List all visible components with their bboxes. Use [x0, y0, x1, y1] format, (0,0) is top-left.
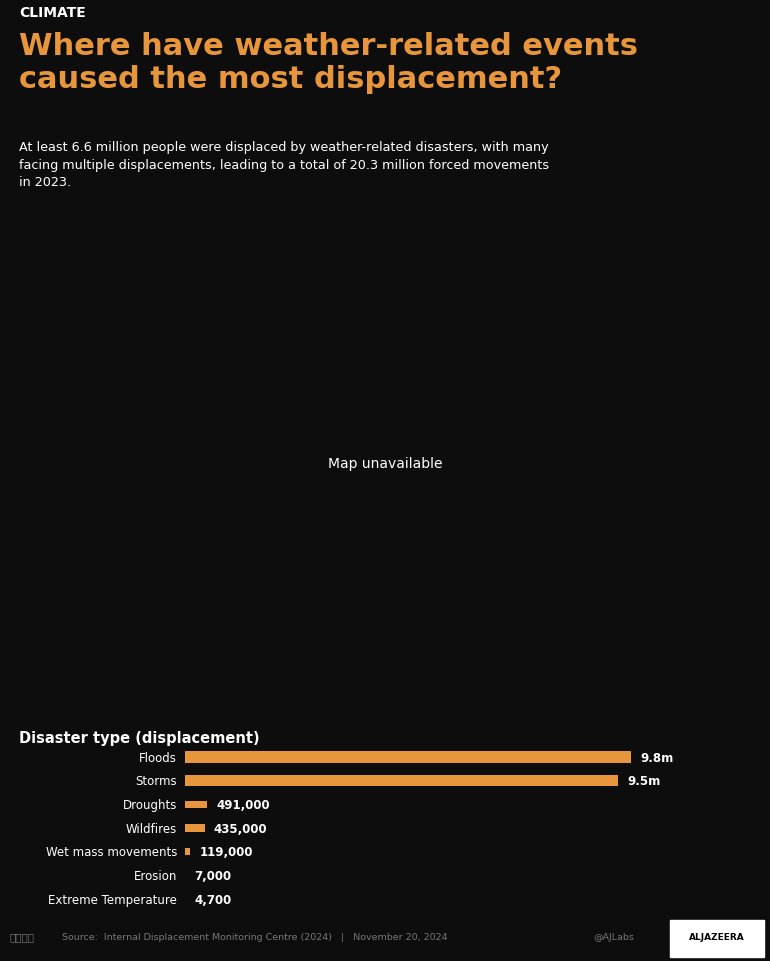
Text: Erosion: Erosion: [134, 869, 177, 882]
Text: 7,000: 7,000: [194, 869, 232, 882]
Text: Floods: Floods: [139, 751, 177, 764]
Text: Source:  Internal Displacement Monitoring Centre (2024)   |   November 20, 2024: Source: Internal Displacement Monitoring…: [62, 932, 447, 941]
Bar: [185, 849, 190, 855]
Bar: [185, 801, 207, 808]
Text: 9.5m: 9.5m: [627, 775, 660, 787]
Text: Wet mass movements: Wet mass movements: [45, 846, 177, 858]
Bar: [185, 752, 631, 763]
Text: 435,000: 435,000: [214, 822, 267, 835]
Text: ALJAZEERA: ALJAZEERA: [689, 932, 745, 941]
Bar: [185, 776, 618, 786]
Text: ⒸⓃⒷⓈ: ⒸⓃⒷⓈ: [9, 932, 34, 942]
Text: At least 6.6 million people were displaced by weather-related disasters, with ma: At least 6.6 million people were displac…: [19, 141, 549, 189]
Text: Where have weather-related events
caused the most displacement?: Where have weather-related events caused…: [19, 33, 638, 93]
Bar: [670, 921, 764, 956]
Text: CLIMATE: CLIMATE: [19, 6, 86, 20]
Text: Droughts: Droughts: [122, 798, 177, 811]
Text: 9.8m: 9.8m: [641, 751, 674, 764]
Text: Extreme Temperature: Extreme Temperature: [49, 893, 177, 905]
Text: @AJLabs: @AJLabs: [593, 932, 634, 941]
Text: Storms: Storms: [136, 775, 177, 787]
Text: 491,000: 491,000: [216, 798, 270, 811]
Bar: [185, 825, 205, 832]
Text: 4,700: 4,700: [194, 893, 232, 905]
Text: 119,000: 119,000: [199, 846, 253, 858]
Text: Map unavailable: Map unavailable: [328, 456, 442, 470]
Text: Wildfires: Wildfires: [126, 822, 177, 835]
Text: Disaster type (displacement): Disaster type (displacement): [19, 730, 260, 746]
